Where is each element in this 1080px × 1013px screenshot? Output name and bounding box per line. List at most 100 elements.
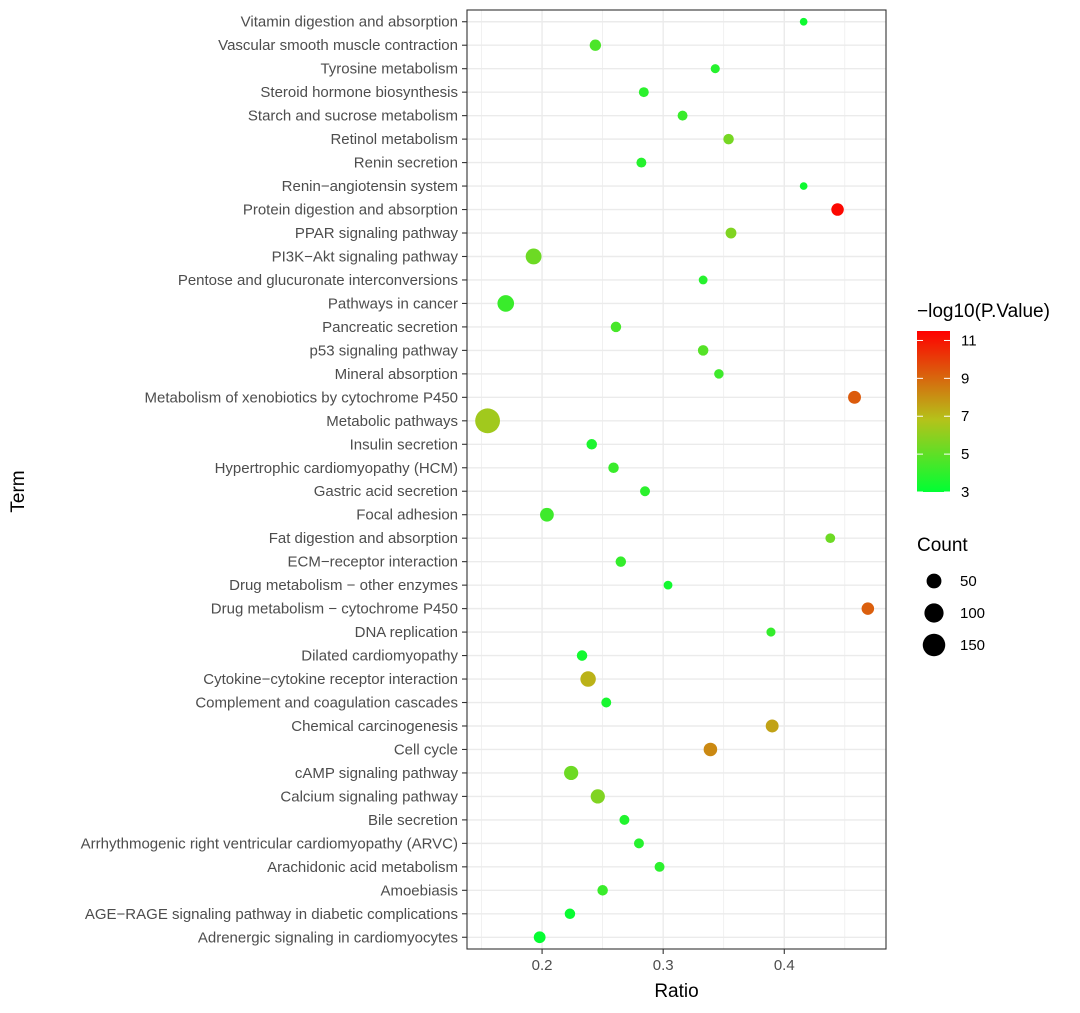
- y-tick-label: Pentose and glucuronate interconversions: [178, 272, 458, 289]
- data-point: [799, 17, 808, 26]
- data-point: [533, 931, 546, 944]
- y-tick-label: Retinol metabolism: [330, 131, 458, 148]
- y-tick-label: Insulin secretion: [350, 436, 458, 453]
- data-point: [697, 345, 709, 356]
- data-point: [576, 650, 588, 661]
- y-tick-label: Drug metabolism − cytochrome P450: [211, 601, 458, 618]
- y-tick-label: DNA replication: [355, 624, 458, 641]
- color-legend-tick-label: 11: [961, 332, 977, 349]
- y-tick-label: Tyrosine metabolism: [320, 61, 458, 78]
- y-tick-label: Calcium signaling pathway: [280, 788, 458, 805]
- data-point: [654, 861, 665, 872]
- y-tick-label: Drug metabolism − other enzymes: [229, 577, 458, 594]
- color-legend-tick-label: 9: [961, 370, 969, 387]
- data-point: [765, 719, 779, 733]
- data-point: [564, 765, 579, 781]
- y-tick-label: p53 signaling pathway: [310, 342, 459, 359]
- data-point: [525, 248, 542, 265]
- y-axis-title: Term: [8, 470, 29, 512]
- size-legend-label: 50: [960, 573, 977, 590]
- x-axis: 0.2 0.3 0.4: [532, 949, 795, 974]
- size-legend-label: 100: [960, 605, 985, 622]
- y-tick-label: ECM−receptor interaction: [288, 554, 459, 571]
- plot-panel-border: [466, 9, 887, 950]
- y-tick-label: Pancreatic secretion: [322, 319, 458, 336]
- y-tick-label: Gastric acid secretion: [314, 483, 458, 500]
- data-point: [475, 408, 500, 434]
- size-legend-title: Count: [917, 535, 968, 556]
- data-point: [580, 671, 596, 687]
- color-legend-bar: [917, 331, 950, 492]
- y-tick-label: Complement and coagulation cascades: [195, 695, 458, 712]
- data-point: [723, 133, 734, 145]
- data-point: [698, 275, 708, 285]
- data-point: [640, 486, 650, 497]
- x-tick-label: 0.2: [532, 957, 553, 974]
- y-tick-label: Chemical carcinogenesis: [291, 718, 458, 735]
- color-legend-tick-label: 5: [961, 446, 969, 463]
- data-point: [590, 789, 605, 804]
- size-legend-label: 150: [960, 637, 985, 654]
- y-tick-label: Vascular smooth muscle contraction: [218, 37, 458, 54]
- data-point: [766, 627, 776, 637]
- color-legend-ticks: 11 9 7 5 3: [917, 332, 977, 501]
- y-tick-label: Starch and sucrose metabolism: [248, 108, 458, 125]
- color-legend: −log10(P.Value) 11 9 7 5 3: [917, 301, 1050, 501]
- data-point: [725, 227, 737, 239]
- data-point: [564, 908, 576, 920]
- size-legend: Count 50 100 150: [917, 535, 985, 657]
- y-tick-label: Arachidonic acid metabolism: [267, 859, 458, 876]
- data-point: [663, 580, 673, 590]
- data-point: [497, 295, 515, 312]
- y-tick-label: Protein digestion and absorption: [243, 202, 458, 219]
- grid-lines: [467, 10, 886, 949]
- data-point: [597, 885, 608, 896]
- data-point: [586, 439, 597, 450]
- data-point: [714, 369, 724, 379]
- y-tick-label: Hypertrophic cardiomyopathy (HCM): [215, 460, 458, 477]
- y-tick-label: Metabolic pathways: [326, 413, 458, 430]
- data-point: [589, 39, 602, 51]
- y-tick-label: Pathways in cancer: [328, 295, 458, 312]
- data-point: [825, 533, 836, 544]
- data-point: [861, 602, 875, 615]
- y-tick-label: Mineral absorption: [335, 366, 458, 383]
- x-tick-label: 0.3: [653, 957, 674, 974]
- data-point: [677, 110, 688, 121]
- data-point: [608, 462, 619, 474]
- size-legend-dot: [926, 573, 942, 589]
- y-tick-label: cAMP signaling pathway: [295, 765, 459, 782]
- data-point: [540, 507, 554, 522]
- plot-panel: [467, 10, 886, 949]
- color-legend-tick-label: 7: [961, 408, 969, 425]
- data-point: [799, 182, 808, 190]
- size-legend-dot: [922, 633, 946, 657]
- x-tick-label: 0.4: [774, 957, 795, 974]
- y-tick-label: Arrhythmogenic right ventricular cardiom…: [81, 835, 458, 852]
- plot-panel-background: [467, 10, 886, 949]
- y-tick-label: AGE−RAGE signaling pathway in diabetic c…: [85, 906, 458, 923]
- data-point: [615, 556, 627, 567]
- y-tick-label: Fat digestion and absorption: [269, 530, 458, 547]
- y-tick-label: Bile secretion: [368, 812, 458, 829]
- data-point: [633, 838, 644, 849]
- y-tick-label: Vitamin digestion and absorption: [241, 14, 458, 31]
- data-point: [619, 814, 630, 825]
- size-legend-dot: [924, 603, 944, 623]
- color-legend-tick-label: 3: [961, 484, 969, 501]
- y-tick-label: Cell cycle: [394, 741, 458, 758]
- y-tick-label: Focal adhesion: [356, 507, 458, 524]
- data-points: [475, 17, 875, 944]
- y-tick-label: Renin secretion: [354, 155, 458, 172]
- y-tick-label: PPAR signaling pathway: [295, 225, 459, 242]
- data-point: [638, 87, 649, 98]
- data-point: [710, 64, 720, 74]
- y-tick-label: Steroid hormone biosynthesis: [260, 84, 458, 101]
- color-legend-title: −log10(P.Value): [917, 301, 1050, 322]
- y-tick-label: Renin−angiotensin system: [282, 178, 458, 195]
- y-tick-label: Adrenergic signaling in cardiomyocytes: [198, 929, 458, 946]
- y-tick-label: Dilated cardiomyopathy: [301, 648, 458, 665]
- data-point: [703, 742, 718, 757]
- y-tick-label: Amoebiasis: [380, 882, 458, 899]
